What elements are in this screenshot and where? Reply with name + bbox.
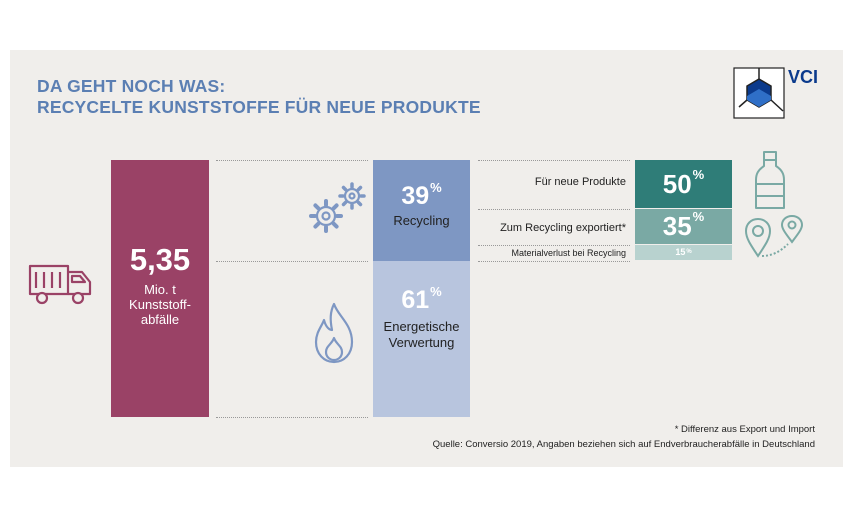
recycling-pct-value: 39	[401, 182, 430, 210]
guide-line-right-top	[478, 160, 630, 161]
page-title: DA GEHT NOCH WAS: RECYCELTE KUNSTSTOFFE …	[37, 76, 481, 118]
seg3-value: 15	[675, 247, 686, 257]
guide-line-mid	[216, 261, 368, 262]
energy-label-2: Verwertung	[388, 335, 455, 350]
segment-exported: 35%	[635, 209, 732, 244]
recycling-pct: 39%	[373, 180, 470, 211]
guide-line-right-1	[478, 209, 630, 210]
garbage-truck-icon	[28, 264, 92, 305]
seg2-value: 35	[662, 211, 692, 241]
guide-line-right-2	[478, 245, 630, 246]
guide-line-bottom	[216, 417, 368, 418]
seg3-sign: %	[686, 249, 692, 255]
vci-logo: VCI	[733, 67, 825, 121]
total-unit-1: Mio. t	[144, 282, 176, 297]
energy-pct-sign: %	[430, 284, 442, 299]
segment-material-loss: 15%	[635, 245, 732, 260]
title-line-2: RECYCELTE KUNSTSTOFFE FÜR NEUE PRODUKTE	[37, 97, 481, 117]
energy-pct-value: 61	[401, 286, 430, 314]
total-value: 5,35	[129, 242, 191, 277]
footnote-source: Quelle: Conversio 2019, Angaben beziehen…	[432, 439, 815, 450]
flame-icon	[314, 302, 354, 364]
guide-line-right-bottom	[478, 261, 630, 262]
segment-material-loss-pct: 15%	[635, 245, 732, 260]
gears-icon	[309, 182, 366, 233]
total-unit-3: abfälle	[140, 312, 180, 327]
segment-exported-pct: 35%	[635, 209, 732, 242]
infographic-panel: DA GEHT NOCH WAS: RECYCELTE KUNSTSTOFFE …	[10, 50, 843, 467]
location-pins-icon	[744, 214, 804, 258]
breakdown-label-loss: Materialverlust bei Recycling	[511, 248, 626, 258]
recycling-bar: 39% Recycling	[373, 160, 470, 261]
segment-new-products-pct: 50%	[635, 167, 732, 200]
title-line-1: DA GEHT NOCH WAS:	[37, 76, 226, 96]
logo-text: VCI	[788, 67, 819, 87]
recycling-pct-sign: %	[430, 180, 442, 195]
total-unit-2: Kunststoff-	[129, 297, 191, 312]
bottle-icon	[755, 151, 785, 209]
energy-bar: 61% Energetische Verwertung	[373, 261, 470, 417]
total-bar: 5,35 Mio. t Kunststoff- abfälle	[111, 160, 209, 417]
footnote-note: * Differenz aus Export und Import	[674, 424, 815, 435]
seg1-sign: %	[692, 167, 705, 182]
breakdown-label-exported: Zum Recycling exportiert*	[500, 222, 626, 234]
seg1-value: 50	[662, 169, 692, 199]
recycling-label: Recycling	[393, 213, 450, 228]
guide-line-top	[216, 160, 368, 161]
seg2-sign: %	[692, 209, 705, 224]
breakdown-label-new-products: Für neue Produkte	[534, 176, 626, 188]
energy-pct: 61%	[373, 284, 470, 315]
segment-new-products: 50%	[635, 160, 732, 208]
energy-label-1: Energetische	[383, 319, 460, 334]
vci-logo-icon	[733, 67, 785, 119]
